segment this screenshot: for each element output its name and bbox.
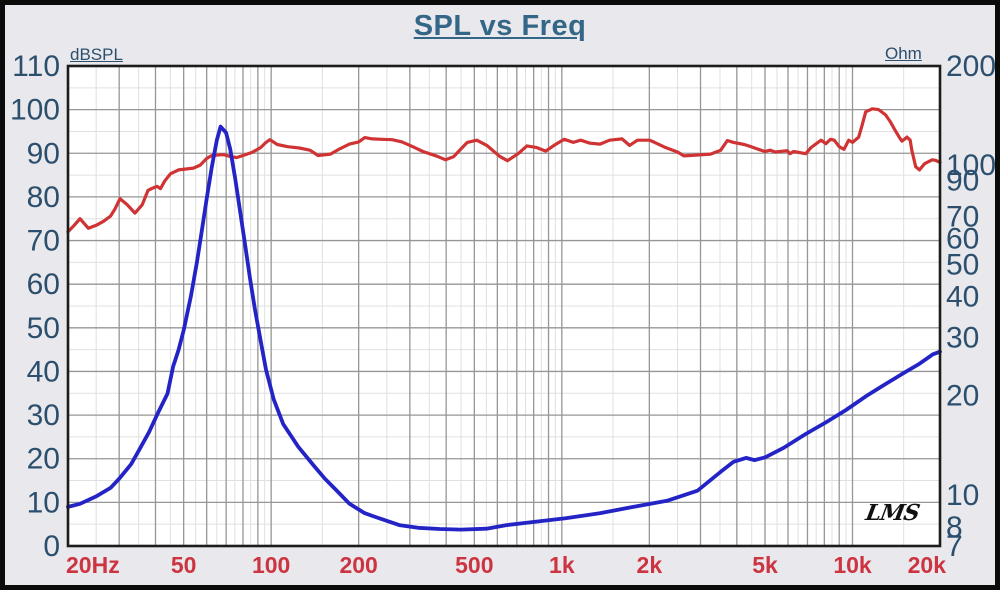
- left-axis-tick-label: 30: [27, 399, 60, 432]
- left-axis-tick-label: 20: [27, 443, 60, 476]
- left-axis-tick-label: 50: [27, 312, 60, 345]
- x-axis-tick-label: 500: [455, 552, 493, 578]
- impedance-curve: [66, 124, 942, 532]
- right-axis-tick-label: 20: [946, 380, 979, 413]
- left-axis-tick-label: 60: [27, 268, 60, 301]
- left-axis-tick-label: 90: [27, 137, 60, 170]
- left-axis-tick-label: 10: [27, 486, 60, 519]
- x-axis-tick-label: 20Hz: [66, 552, 120, 578]
- left-axis-tick-label: 100: [10, 94, 60, 127]
- right-axis-tick-label: 100: [946, 149, 996, 182]
- x-axis-tick-label: 200: [339, 552, 377, 578]
- right-axis-unit-label: Ohm: [885, 44, 922, 63]
- x-axis-tick-label: 50: [171, 552, 197, 578]
- right-axis-tick-label: 8: [946, 511, 963, 544]
- x-axis-tick-label: 2k: [637, 552, 663, 578]
- lms-logo: LMS: [863, 500, 922, 526]
- right-axis-tick-label: 7: [946, 530, 963, 563]
- left-axis-tick-label: 40: [27, 355, 60, 388]
- left-axis-tick-label: 0: [43, 530, 60, 563]
- x-axis-tick-label: 5k: [752, 552, 778, 578]
- x-axis-tick-label: 20k: [908, 552, 947, 578]
- right-axis-tick-label: 40: [946, 280, 979, 313]
- right-axis-tick-label: 10: [946, 479, 979, 512]
- right-axis-tick-label: 200: [946, 50, 996, 83]
- right-axis-tick-label: 50: [946, 248, 979, 281]
- left-axis-tick-label: 110: [12, 50, 60, 83]
- right-axis-tick-label: 60: [946, 222, 979, 255]
- plot-frame: [66, 64, 942, 548]
- x-axis-tick-label: 10k: [833, 552, 872, 578]
- left-axis-unit-label: dBSPL: [70, 45, 123, 64]
- spl-curve: [66, 107, 942, 234]
- right-axis-tick-label: 90: [946, 164, 979, 197]
- chart-title: SPL vs Freq: [413, 10, 587, 42]
- left-axis-tick-label: 70: [27, 225, 60, 258]
- right-axis-tick-label: 30: [946, 322, 979, 355]
- x-axis-tick-label: 100: [252, 552, 290, 578]
- x-axis-tick-label: 1k: [549, 552, 575, 578]
- left-axis-tick-label: 80: [27, 181, 60, 214]
- right-axis-tick-label: 70: [946, 200, 979, 233]
